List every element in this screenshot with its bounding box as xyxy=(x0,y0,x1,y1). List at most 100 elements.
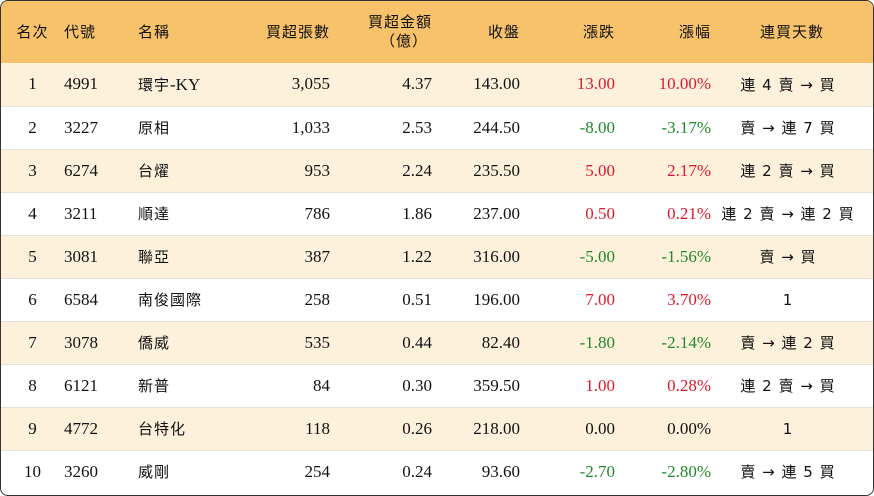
header-row: 名次 代號 名稱 買超張數 買超金額 （億） 收盤 漲跌 漲幅 連買天數 xyxy=(1,1,873,63)
streak-cell: 賣 → 連 7 買 xyxy=(711,105,873,149)
name-cell: 順達 xyxy=(132,191,228,235)
net-amount-cell: 0.44 xyxy=(330,320,432,364)
change-cell: 5.00 xyxy=(520,148,615,192)
streak-cell: 連 2 賣 → 買 xyxy=(711,363,873,407)
net-lots-cell: 3,055 xyxy=(291,74,330,94)
net-lots-cell: 118 xyxy=(228,406,330,450)
net-lots-cell: 254 xyxy=(228,449,330,493)
net-amount-cell: 4.37 xyxy=(402,74,432,94)
name-suffix: -KY xyxy=(170,74,201,94)
code-cell: 3081 xyxy=(64,234,132,278)
change-pct-cell: -3.17% xyxy=(615,105,711,149)
net-amount-cell: 2.24 xyxy=(330,148,432,192)
change-cell: 13.00 xyxy=(576,74,615,94)
header-net-amount-line2: （億） xyxy=(379,32,428,50)
streak-cell: 連 2 賣 → 連 2 買 xyxy=(711,191,873,235)
change-pct-cell: 3.70% xyxy=(615,277,711,321)
name-cell: 環宇-KY xyxy=(132,63,228,106)
net-amount-cell: 1.22 xyxy=(330,234,432,278)
net-lots-cell: 1,033 xyxy=(228,105,330,149)
code-cell: 3211 xyxy=(64,191,132,235)
change-cell: 1.00 xyxy=(520,363,615,407)
table-row: 6 6584 南俊國際 258 0.51 196.00 7.00 3.70% 1 xyxy=(1,277,873,321)
rank-cell: 2 xyxy=(1,105,64,149)
close-cell: 82.40 xyxy=(432,320,520,364)
header-change-pct: 漲幅 xyxy=(678,22,711,41)
rank-cell: 6 xyxy=(1,277,64,321)
name-cell: 聯亞 xyxy=(132,234,228,278)
streak-cell: 賣 → 買 xyxy=(711,234,873,278)
table-row: 2 3227 原相 1,033 2.53 244.50 -8.00 -3.17%… xyxy=(1,105,873,149)
header-net-lots: 買超張數 xyxy=(265,22,330,41)
name-cjk: 僑威 xyxy=(138,334,171,352)
rank-cell: 5 xyxy=(1,234,64,278)
net-lots-cell: 387 xyxy=(228,234,330,278)
name-cjk: 台燿 xyxy=(138,162,171,180)
header-close: 收盤 xyxy=(487,22,520,41)
net-lots-cell: 258 xyxy=(228,277,330,321)
close-cell: 218.00 xyxy=(432,406,520,450)
table-row: 3 6274 台燿 953 2.24 235.50 5.00 2.17% 連 2… xyxy=(1,148,873,192)
rank-cell: 1 xyxy=(28,74,37,94)
code-cell: 6584 xyxy=(64,277,132,321)
header-change: 漲跌 xyxy=(582,22,615,41)
change-cell: -1.80 xyxy=(520,320,615,364)
name-cjk: 新普 xyxy=(138,377,171,395)
code-cell: 6274 xyxy=(64,148,132,192)
close-cell: 235.50 xyxy=(432,148,520,192)
close-cell: 93.60 xyxy=(432,449,520,493)
net-amount-cell: 0.51 xyxy=(330,277,432,321)
change-pct-cell: 2.17% xyxy=(615,148,711,192)
net-lots-cell: 84 xyxy=(228,363,330,407)
table-row: 1 4991 環宇-KY 3,055 4.37 143.00 13.00 10.… xyxy=(1,63,873,106)
header-name: 名稱 xyxy=(138,22,171,41)
net-lots-cell: 786 xyxy=(228,191,330,235)
rank-cell: 9 xyxy=(1,406,64,450)
rank-cell: 4 xyxy=(1,191,64,235)
table-row: 7 3078 僑威 535 0.44 82.40 -1.80 -2.14% 賣 … xyxy=(1,320,873,364)
streak-cell: 賣 → 連 5 買 xyxy=(711,449,873,493)
name-cjk: 環宇 xyxy=(138,75,171,94)
rank-cell: 3 xyxy=(1,148,64,192)
change-cell: 0.50 xyxy=(520,191,615,235)
code-cell: 3227 xyxy=(64,105,132,149)
streak-cell: 賣 → 連 2 買 xyxy=(711,320,873,364)
table-body: 1 4991 環宇-KY 3,055 4.37 143.00 13.00 10.… xyxy=(1,63,873,493)
close-cell: 359.50 xyxy=(432,363,520,407)
name-cjk: 聯亞 xyxy=(138,248,171,266)
change-cell: -8.00 xyxy=(520,105,615,149)
rank-cell: 10 xyxy=(1,449,64,493)
name-cell: 原相 xyxy=(132,105,228,149)
name-cell: 威剛 xyxy=(132,449,228,493)
table-row: 10 3260 威剛 254 0.24 93.60 -2.70 -2.80% 賣… xyxy=(1,449,873,493)
close-cell: 237.00 xyxy=(432,191,520,235)
net-amount-cell: 0.26 xyxy=(330,406,432,450)
change-cell: -5.00 xyxy=(520,234,615,278)
name-cjk: 原相 xyxy=(138,119,171,137)
net-lots-cell: 953 xyxy=(228,148,330,192)
name-cjk: 台特化 xyxy=(138,420,187,438)
header-code: 代號 xyxy=(64,22,97,41)
change-pct-cell: -1.56% xyxy=(615,234,711,278)
streak-cell: 連 4 賣 → 買 xyxy=(740,75,836,94)
net-amount-cell: 2.53 xyxy=(330,105,432,149)
change-cell: 0.00 xyxy=(520,406,615,450)
header-net-amount: 買超金額 （億） xyxy=(330,1,432,63)
header-streak: 連買天數 xyxy=(759,22,824,41)
net-amount-cell: 0.24 xyxy=(330,449,432,493)
close-cell: 196.00 xyxy=(432,277,520,321)
change-cell: -2.70 xyxy=(520,449,615,493)
change-pct-cell: 10.00% xyxy=(658,74,711,94)
code-cell: 4991 xyxy=(64,74,98,94)
close-cell: 143.00 xyxy=(473,74,520,94)
change-pct-cell: -2.80% xyxy=(615,449,711,493)
close-cell: 316.00 xyxy=(432,234,520,278)
net-amount-cell: 1.86 xyxy=(330,191,432,235)
name-cell: 台燿 xyxy=(132,148,228,192)
name-cjk: 南俊國際 xyxy=(138,291,203,309)
table-row: 4 3211 順達 786 1.86 237.00 0.50 0.21% 連 2… xyxy=(1,191,873,235)
streak-cell: 1 xyxy=(711,406,873,450)
change-pct-cell: -2.14% xyxy=(615,320,711,364)
code-cell: 3078 xyxy=(64,320,132,364)
